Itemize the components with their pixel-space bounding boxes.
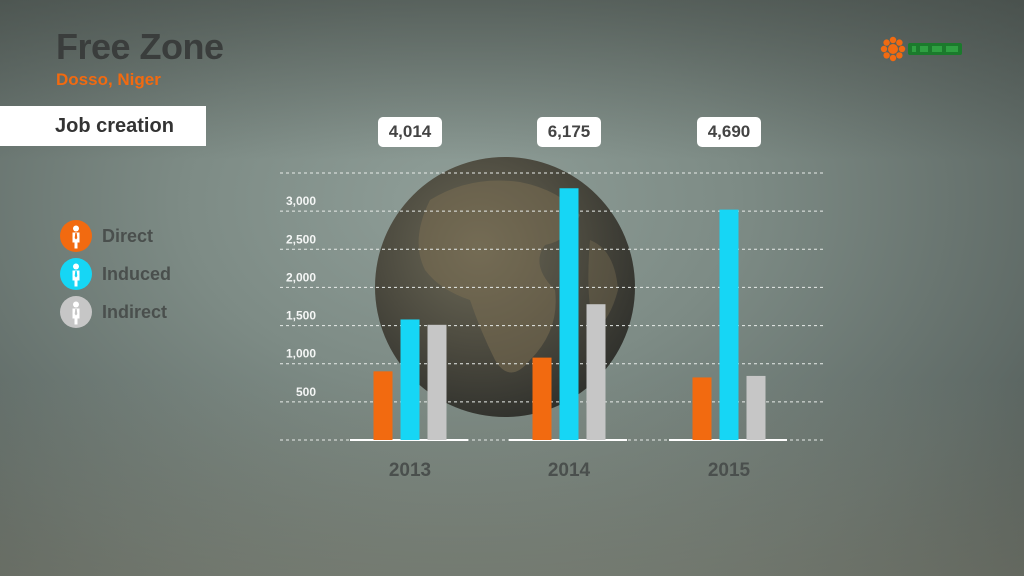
bar-induced-2014 xyxy=(559,188,579,440)
y-tick-label: 3,000 xyxy=(286,194,316,208)
section-tab-job-creation: Job creation xyxy=(0,106,206,146)
y-tick-label: 1,000 xyxy=(286,347,316,361)
person-icon xyxy=(60,258,92,290)
y-tick-label: 2,000 xyxy=(286,270,316,284)
bar-indirect-2014 xyxy=(586,304,606,440)
total-badge-2014: 6,175 xyxy=(537,117,601,147)
x-category-label: 2013 xyxy=(389,460,431,481)
bar-direct-2015 xyxy=(692,377,712,440)
x-category-label: 2015 xyxy=(708,460,751,481)
brand-logo-icon xyxy=(880,36,962,62)
person-icon xyxy=(60,296,92,328)
page-title: Free Zone xyxy=(56,26,224,67)
bars xyxy=(350,188,787,441)
x-category-label: 2014 xyxy=(548,460,591,481)
legend-label: Direct xyxy=(102,226,154,246)
y-axis: 500 1,000 1,500 2,000 2,500 3,000 xyxy=(286,194,316,399)
legend-label: Induced xyxy=(102,264,172,284)
legend-label: Indirect xyxy=(102,302,168,322)
bar-induced-2013 xyxy=(400,319,420,440)
bar-indirect-2015 xyxy=(746,375,766,440)
person-icon xyxy=(60,220,92,252)
bar-indirect-2013 xyxy=(427,324,447,440)
total-badge-2013: 4,014 xyxy=(378,117,442,147)
y-tick-label: 1,500 xyxy=(286,309,316,323)
total-badge-2015: 4,690 xyxy=(697,117,761,147)
y-tick-label: 500 xyxy=(296,385,316,399)
bar-direct-2014 xyxy=(532,357,552,440)
y-tick-label: 2,500 xyxy=(286,232,316,246)
page-subtitle: Dosso, Niger xyxy=(56,70,161,89)
x-axis: 2013 2014 2015 xyxy=(389,460,751,481)
bar-direct-2013 xyxy=(373,371,393,440)
bar-induced-2015 xyxy=(719,209,739,440)
